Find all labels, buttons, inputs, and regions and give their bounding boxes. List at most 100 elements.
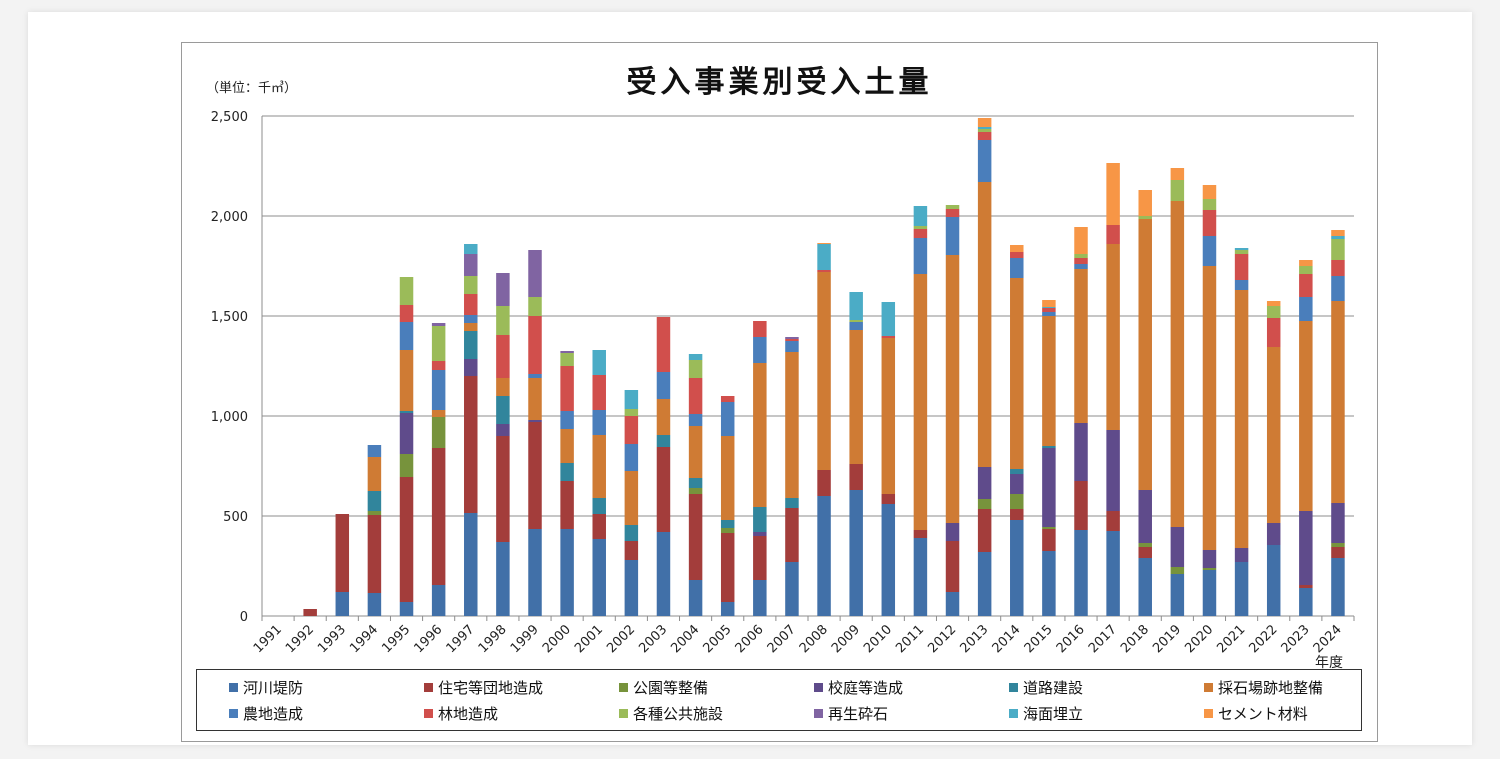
bar-segment — [624, 444, 639, 471]
chart-card: 受入事業別受入土量 （単位：千㎥） 0 500 1,000 1,500 2,000 2,5… — [28, 12, 1472, 745]
bar-segment — [431, 417, 446, 448]
bar-segment — [496, 335, 510, 378]
bar-segment — [1074, 530, 1088, 616]
bar-segment — [1042, 316, 1056, 446]
bar-segment — [753, 536, 767, 580]
legend-swatch — [619, 709, 628, 718]
bar-segment — [496, 378, 510, 396]
bar-segment — [1234, 280, 1249, 290]
bar-segment — [464, 315, 478, 323]
legend-item: 再生砕石 — [814, 703, 888, 724]
x-tick-label: 2009 — [829, 622, 863, 656]
x-tick-label: 2021 — [1214, 622, 1248, 656]
bar-segment — [945, 541, 960, 592]
bar-segment — [1331, 558, 1345, 616]
legend-swatch — [229, 709, 238, 718]
bar-segment — [367, 457, 382, 491]
bar-segment — [720, 436, 735, 520]
bar-segment — [592, 539, 606, 616]
bar-segment — [431, 326, 446, 361]
bar-segment — [1138, 547, 1152, 558]
x-tick-label: 2002 — [604, 622, 638, 656]
legend-label: 住宅等団地造成 — [438, 679, 544, 697]
bar-segment — [1266, 523, 1281, 545]
x-tick-label: 1999 — [508, 622, 542, 656]
bar-segment — [913, 226, 928, 229]
x-tick-label: 2001 — [572, 622, 606, 656]
bar-segment — [688, 478, 703, 488]
bar-segment — [1010, 469, 1024, 474]
bar-segment — [1138, 543, 1152, 547]
bar-segment — [1106, 430, 1120, 511]
x-tick-label: 2022 — [1247, 622, 1281, 656]
y-tick-label: 0 — [240, 610, 248, 625]
bar-segment — [1170, 201, 1185, 527]
bar-segment — [785, 352, 799, 498]
bar-segment — [785, 339, 799, 341]
bar-segment — [913, 530, 928, 538]
bar-segment — [1074, 227, 1088, 254]
bar-segment — [464, 294, 478, 315]
bar-segment — [817, 244, 831, 270]
bar-segment — [688, 488, 703, 494]
bar-segment — [464, 244, 478, 254]
bar-segment — [913, 274, 928, 530]
legend-label: 採石場跡地整備 — [1218, 679, 1324, 697]
chart-frame: 受入事業別受入土量 （単位：千㎥） 0 500 1,000 1,500 2,000 2,5… — [181, 42, 1378, 742]
bar-segment — [753, 363, 767, 507]
x-tick-label: 2010 — [861, 622, 895, 656]
bar-segment — [399, 454, 414, 477]
legend-swatch — [1204, 709, 1213, 718]
bar-segment — [560, 463, 574, 481]
bar-segment — [913, 238, 928, 274]
bar-segment — [1331, 503, 1345, 543]
bar-segment — [1042, 300, 1056, 307]
bar-segment — [1010, 494, 1024, 509]
bar-segment — [1010, 474, 1024, 494]
bar-segment — [849, 330, 863, 464]
bar-segment — [592, 498, 606, 514]
bar-segment — [592, 514, 606, 539]
legend-item: 河川堤防 — [229, 677, 303, 698]
bar-segment — [1170, 574, 1185, 616]
bar-segment — [945, 205, 960, 209]
bar-segment — [464, 376, 478, 513]
bar-segment — [1170, 180, 1185, 201]
bar-segment — [624, 416, 639, 444]
bar-segment — [785, 508, 799, 562]
bar-segment — [688, 360, 703, 378]
legend-label: 公園等整備 — [633, 679, 709, 697]
bar-segment — [849, 292, 863, 320]
bar-segment — [1331, 547, 1345, 558]
bar-segment — [399, 411, 414, 413]
legend-item: 住宅等団地造成 — [424, 677, 543, 698]
bar-segment — [1331, 239, 1345, 260]
bar-segment — [688, 414, 703, 426]
bar-segment — [913, 229, 928, 238]
bar-segment — [753, 580, 767, 616]
bar-segment — [1331, 230, 1345, 236]
legend-swatch — [229, 683, 238, 692]
bar-segment — [431, 585, 446, 616]
bar-segment — [1010, 278, 1024, 469]
bar-segment — [1042, 551, 1056, 616]
bar-segment — [624, 525, 639, 541]
bar-segment — [1266, 347, 1281, 523]
y-axis-unit-label: （単位：千㎥） — [206, 81, 298, 96]
x-tick-label: 2007 — [765, 622, 799, 656]
legend-item: 公園等整備 — [619, 677, 708, 698]
legend-swatch — [1204, 683, 1213, 692]
bar-segment — [817, 270, 831, 272]
bar-segment — [560, 529, 574, 616]
bar-segment — [688, 580, 703, 616]
bar-segment — [1331, 543, 1345, 547]
bar-segment — [1010, 520, 1024, 616]
bar-segment — [977, 499, 992, 509]
legend-label: 道路建設 — [1023, 679, 1084, 697]
bar-segment — [688, 494, 703, 580]
bar-segment — [688, 354, 703, 360]
bar-segment — [464, 359, 478, 376]
x-tick-label: 1994 — [347, 622, 381, 656]
bar-segment — [1010, 258, 1024, 278]
legend-item: 採石場跡地整備 — [1204, 677, 1323, 698]
